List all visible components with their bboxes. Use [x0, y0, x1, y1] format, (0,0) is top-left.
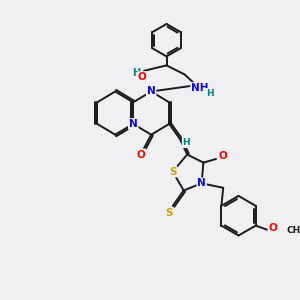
Text: H: H — [182, 138, 190, 147]
Text: O: O — [138, 72, 147, 82]
Text: NH: NH — [191, 83, 208, 93]
Text: O: O — [219, 151, 228, 161]
Text: N: N — [129, 119, 138, 129]
Text: S: S — [169, 167, 177, 177]
Text: S: S — [166, 208, 173, 218]
Text: H: H — [206, 89, 214, 98]
Text: N: N — [197, 178, 206, 188]
Text: O: O — [268, 223, 277, 233]
Text: O: O — [137, 149, 146, 160]
Text: H: H — [132, 68, 140, 78]
Text: CH₃: CH₃ — [286, 226, 300, 235]
Text: N: N — [147, 86, 156, 97]
